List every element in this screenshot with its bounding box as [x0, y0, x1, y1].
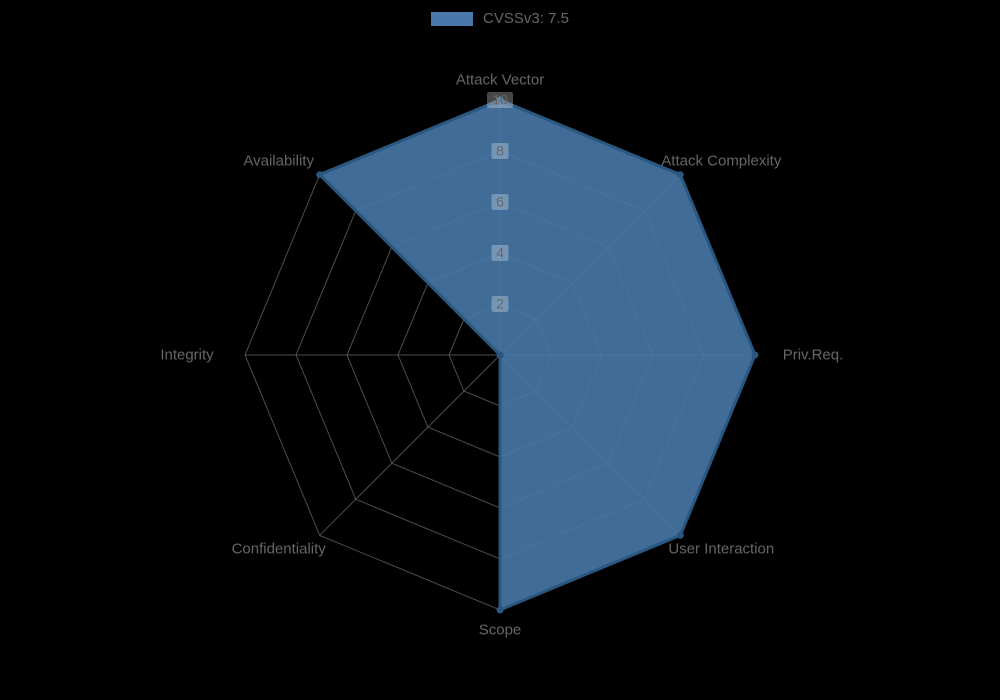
axis-label: Availability: [243, 152, 314, 169]
series-point: [752, 352, 759, 359]
series-point: [497, 352, 504, 359]
tick-label: 2: [496, 296, 504, 312]
series-point: [316, 171, 323, 178]
series-point: [677, 171, 684, 178]
tick-label: 6: [496, 194, 504, 210]
grid-spoke: [320, 355, 500, 535]
axis-label: Attack Complexity: [661, 152, 781, 169]
axis-label: Integrity: [160, 347, 213, 364]
axis-label: Scope: [479, 622, 522, 639]
series-point: [497, 607, 504, 614]
axis-label: Attack Vector: [456, 72, 544, 89]
axis-label: Confidentiality: [232, 541, 326, 558]
tick-label: 4: [496, 245, 504, 261]
radar-svg: 2 4 6 8 10: [0, 0, 1000, 700]
radar-chart-container: CVSSv3: 7.5 246810 Attack VectorAttack C…: [0, 0, 1000, 700]
axis-label: Priv.Req.: [783, 347, 844, 364]
series-point: [677, 532, 684, 539]
axis-label: User Interaction: [668, 541, 774, 558]
tick-label: 8: [496, 143, 504, 159]
tick-label: 10: [492, 92, 508, 108]
